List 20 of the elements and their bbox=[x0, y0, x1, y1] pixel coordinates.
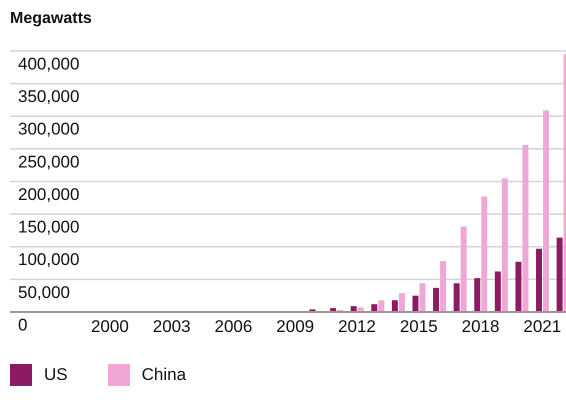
x-tick-label: 2009 bbox=[276, 317, 314, 336]
y-tick-label: 250,000 bbox=[18, 152, 80, 172]
x-tick-label: 2000 bbox=[90, 317, 129, 336]
legend-label: China bbox=[142, 365, 186, 385]
y-tick-label: 0 bbox=[18, 315, 28, 334]
legend-label: US bbox=[44, 365, 68, 385]
y-tick-label: 200,000 bbox=[18, 184, 80, 204]
y-tick-label: 100,000 bbox=[18, 250, 80, 270]
x-tick-label: 2015 bbox=[400, 317, 438, 336]
y-tick-label: 350,000 bbox=[18, 87, 80, 106]
x-tick-label: 2021 bbox=[523, 317, 562, 336]
x-tick-label: 2006 bbox=[214, 317, 252, 336]
y-tick-label: 300,000 bbox=[18, 120, 80, 139]
y-tick-label: 400,000 bbox=[18, 54, 80, 74]
x-tick-label: 2012 bbox=[338, 317, 376, 336]
x-tick-label: 2003 bbox=[152, 317, 191, 336]
chart-title: Megawatts bbox=[10, 9, 93, 29]
y-tick-label: 50,000 bbox=[18, 282, 70, 302]
x-tick-label: 2018 bbox=[462, 317, 500, 336]
y-tick-label: 150,000 bbox=[18, 218, 80, 237]
